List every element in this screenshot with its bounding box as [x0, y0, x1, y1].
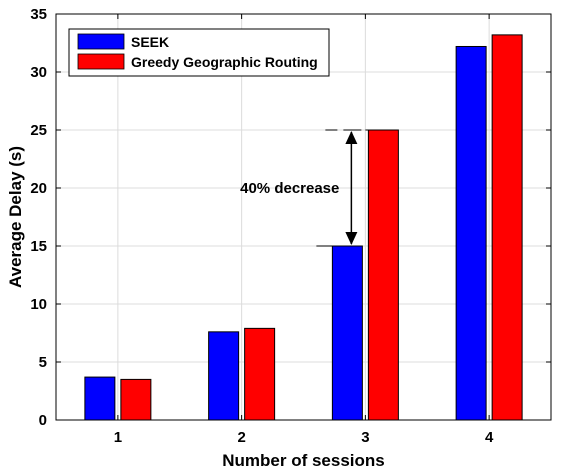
y-axis-label: Average Delay (s) — [6, 146, 25, 288]
x-axis-label: Number of sessions — [222, 451, 385, 470]
bar-seek — [208, 331, 240, 421]
bar-greedy-geographic-routing — [120, 378, 152, 421]
bar-seek — [84, 376, 116, 421]
y-tick-label: 30 — [30, 64, 47, 81]
y-tick-label: 0 — [39, 412, 47, 429]
bar-greedy-geographic-routing — [491, 34, 523, 421]
x-tick-label: 1 — [114, 429, 122, 446]
x-tick-labels: 1 2 3 4 — [114, 429, 494, 446]
bar-seek — [455, 45, 487, 421]
x-tick-label: 2 — [237, 429, 245, 446]
plot-frame — [55, 13, 552, 421]
y-tick-label: 15 — [30, 238, 47, 255]
y-tick-label: 25 — [30, 122, 47, 139]
y-tick-label: 5 — [39, 354, 47, 371]
legend-label-seek: SEEK — [131, 34, 169, 50]
bar-seek — [331, 245, 363, 421]
y-tick-label: 10 — [30, 296, 47, 313]
legend-swatch-greedy — [77, 53, 125, 70]
x-tick-label: 3 — [361, 429, 369, 446]
annotation-label: 40% decrease — [240, 180, 339, 197]
y-tick-label: 20 — [30, 180, 47, 197]
annotation-arrowhead-up — [345, 131, 358, 144]
legend: SEEK Greedy Geographic Routing — [68, 28, 330, 77]
annotation-arrowhead-down — [345, 232, 358, 245]
bar-greedy-geographic-routing — [244, 327, 276, 421]
x-tick-label: 4 — [485, 429, 494, 446]
y-tick-label: 35 — [30, 6, 47, 23]
annotation: 40% decrease — [240, 129, 374, 247]
legend-swatch-seek — [77, 33, 125, 50]
legend-label-greedy: Greedy Geographic Routing — [131, 54, 318, 70]
axes — [55, 13, 552, 421]
bar-greedy-geographic-routing — [367, 129, 399, 421]
y-tick-labels: 0 5 10 15 20 25 30 35 — [30, 6, 47, 429]
